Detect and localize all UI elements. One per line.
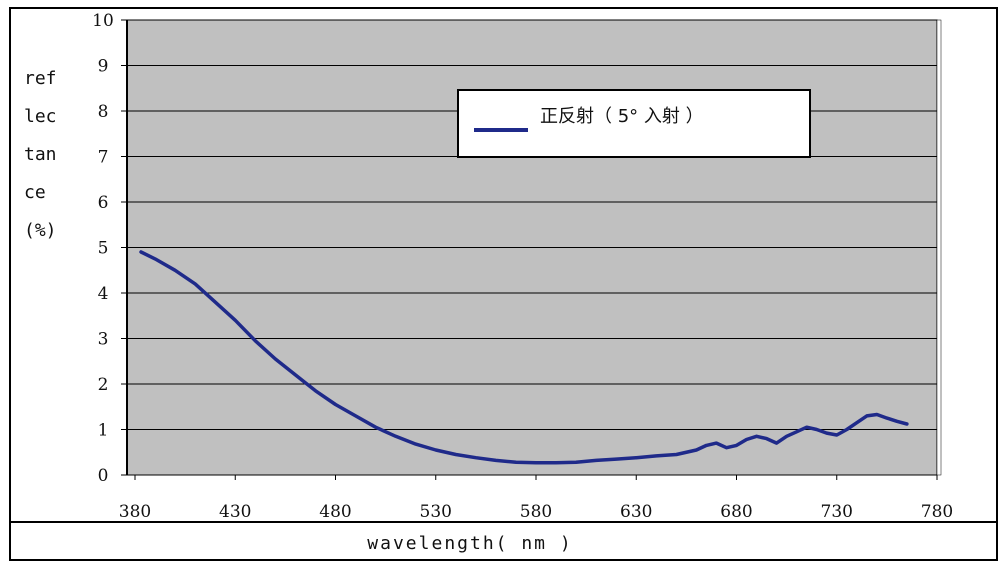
x-axis: 380 430 480 530 580 630 680 730 780 [119,475,953,522]
legend-box [457,89,811,158]
y-tick-label: 4 [98,284,109,304]
y-axis-label-line: ce [24,182,46,203]
y-tick-label: 2 [98,375,109,395]
x-axis-label: wavelength( nm ) [367,533,572,554]
x-tick-label: 680 [720,502,752,522]
y-axis-label-line: (%) [24,220,57,241]
legend-label: 正反射（ 5° 入射 ） [540,106,704,127]
y-tick-label: 5 [98,239,109,259]
x-tick-label: 530 [420,502,452,522]
y-tick-label: 3 [98,330,109,350]
x-tick-label: 480 [319,502,351,522]
x-tick-label: 780 [921,502,953,522]
y-tick-label: 9 [98,57,109,77]
y-axis-label-line: tan [24,144,57,165]
x-tick-label: 380 [119,502,151,522]
y-tick-label: 6 [98,193,109,213]
x-tick-label: 580 [520,502,552,522]
y-tick-label: 7 [98,148,109,168]
y-tick-label: 10 [92,11,114,31]
series-line [139,250,909,465]
x-tick-label: 430 [219,502,251,522]
y-tick-label: 0 [98,466,109,486]
y-tick-label: 8 [98,102,109,122]
series-layer [139,250,909,465]
y-axis-label-line: ref [24,68,57,89]
y-axis: 0 1 2 3 4 5 6 7 8 9 10 [92,11,127,486]
y-axis-label-line: lec [24,106,57,127]
y-tick-label: 1 [98,421,109,441]
x-tick-label: 630 [620,502,652,522]
y-axis-label: ref lec tan ce (%) [24,68,57,241]
plot-right-shadow [936,19,942,476]
legend: 正反射（ 5° 入射 ） [457,89,811,158]
x-tick-label: 730 [821,502,853,522]
